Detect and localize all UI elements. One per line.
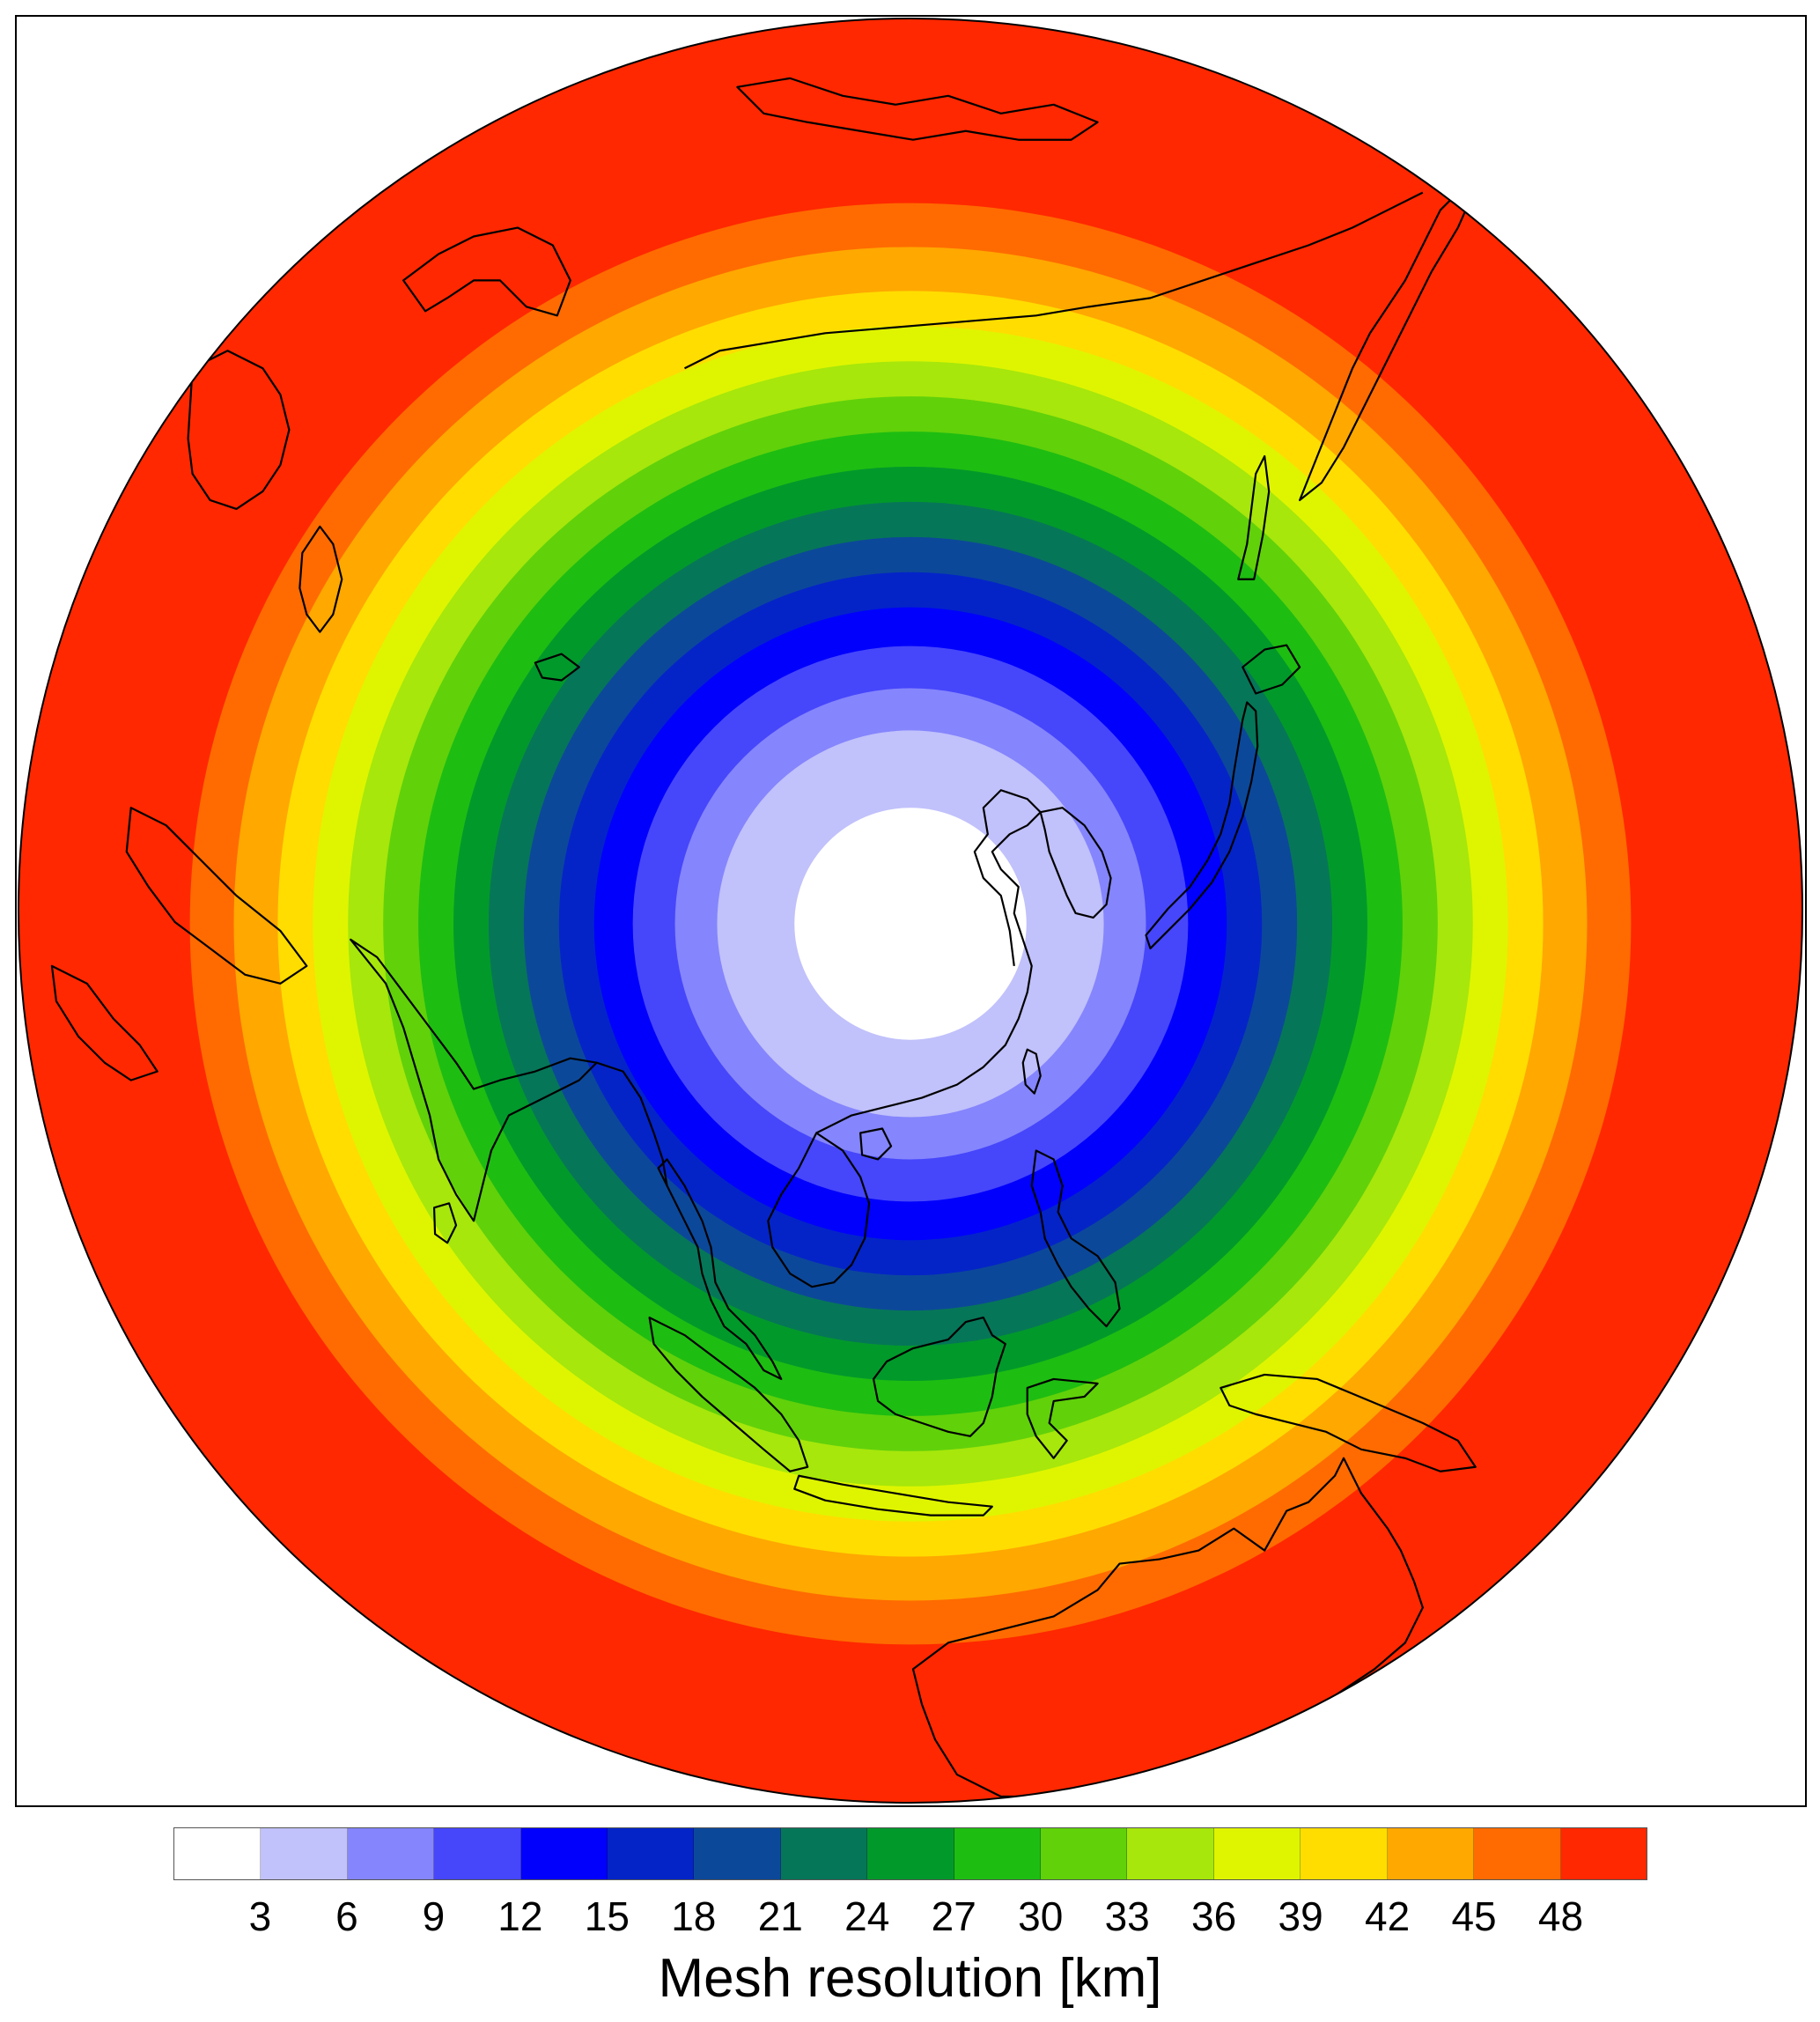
colorbar-swatch xyxy=(174,1828,262,1879)
colorbar xyxy=(173,1827,1647,1880)
colorbar-swatch xyxy=(261,1828,348,1879)
coastline-africa-horn xyxy=(50,964,158,1081)
coastline-hokkaido xyxy=(1242,644,1301,695)
colorbar-tick-label: 42 xyxy=(1364,1893,1411,1939)
coastline-java xyxy=(793,1474,993,1516)
colorbar-swatch xyxy=(1387,1828,1475,1879)
colorbar-swatch xyxy=(1127,1828,1214,1879)
colorbar-title: Mesh resolution [km] xyxy=(658,1948,1162,2009)
colorbar-tick-labels: 3 6 9 12 15 18 21 24 27 30 33 36 39 42 45 48 xyxy=(173,1892,1647,1941)
colorbar-tick-label: 6 xyxy=(335,1893,358,1939)
coastline-sakhalin xyxy=(1237,454,1271,580)
colorbar-tick-label: 30 xyxy=(1018,1893,1064,1939)
colorbar-tick-label: 18 xyxy=(671,1893,717,1939)
coastline-india xyxy=(350,938,598,1222)
colorbar-swatch xyxy=(867,1828,954,1879)
coastline-korea xyxy=(1039,807,1112,919)
colorbar-tick-label: 24 xyxy=(844,1893,890,1939)
coastline-china xyxy=(815,789,1042,1134)
coastline-taiwan xyxy=(1021,1048,1042,1095)
colorbar-swatch xyxy=(954,1828,1042,1879)
colorbar-tick-label: 48 xyxy=(1537,1893,1584,1939)
colorbar-swatch xyxy=(1560,1828,1647,1879)
coastline-vietnam xyxy=(767,1132,871,1288)
colorbar-tick-label: 36 xyxy=(1191,1893,1237,1939)
coastline-caspian xyxy=(298,525,343,633)
colorbar-tick-label: 3 xyxy=(248,1893,272,1939)
coastline-philippines xyxy=(1030,1149,1121,1328)
colorbar-tick-label: 21 xyxy=(757,1893,803,1939)
colorbar-tick-label: 39 xyxy=(1278,1893,1323,1939)
colorbar-tick-label: 27 xyxy=(931,1893,976,1939)
map-frame xyxy=(15,15,1807,1807)
colorbar-tick-label: 45 xyxy=(1451,1893,1497,1939)
coastline-arabia xyxy=(125,807,308,985)
coastline-aral xyxy=(534,653,580,682)
colorbar-swatch xyxy=(434,1828,521,1879)
colorbar-swatch xyxy=(694,1828,781,1879)
coastline-sumatra xyxy=(648,1316,809,1472)
colorbar-swatch xyxy=(347,1828,435,1879)
coastline-myanmar xyxy=(596,1061,668,1186)
colorbar-swatch xyxy=(608,1828,695,1879)
colorbar-tick-label: 12 xyxy=(497,1893,543,1939)
coastline-japan xyxy=(1145,701,1259,950)
coastline-arctic-islands xyxy=(736,77,1099,141)
coastline-hainan xyxy=(859,1127,893,1161)
coastline-borneo xyxy=(872,1316,1006,1437)
colorbar-swatch xyxy=(520,1828,608,1879)
coastline-sri-lanka xyxy=(432,1202,458,1244)
colorbar-tick-label: 33 xyxy=(1104,1893,1150,1939)
colorbar-swatch xyxy=(780,1828,868,1879)
colorbar-tick-label: 9 xyxy=(422,1893,446,1939)
colorbar-swatch xyxy=(1213,1828,1301,1879)
coastline-new-guinea xyxy=(1219,1373,1477,1472)
coastline-sulawesi xyxy=(1026,1377,1099,1459)
colorbar-swatch xyxy=(1301,1828,1388,1879)
map-globe xyxy=(17,17,1804,1804)
coastline-indochina xyxy=(657,1158,783,1381)
resolution-rings xyxy=(17,17,1804,1804)
coastline-siberia xyxy=(684,191,1424,370)
coastline-scandinavia xyxy=(402,226,571,317)
colorbar-swatch xyxy=(1041,1828,1128,1879)
ring-0 xyxy=(794,808,1027,1040)
colorbar-tick-label: 15 xyxy=(584,1893,630,1939)
coastline-europe xyxy=(187,350,291,510)
colorbar-swatch xyxy=(1474,1828,1561,1879)
